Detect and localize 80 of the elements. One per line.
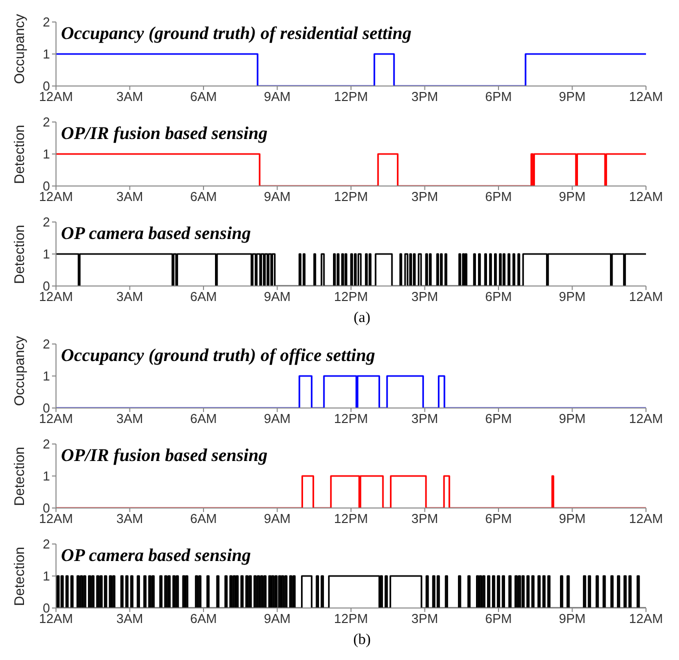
x-tick-label: 9AM bbox=[264, 289, 291, 304]
chart-title: OP/IR fusion based sensing bbox=[61, 123, 268, 144]
y-axis-title: Detection bbox=[10, 224, 27, 284]
x-tick-label: 9PM bbox=[558, 611, 586, 626]
x-tick-label: 9AM bbox=[264, 411, 291, 426]
x-tick-label: 3AM bbox=[116, 289, 144, 304]
x-tick-label: 3AM bbox=[116, 89, 144, 104]
y-tick-label: 1 bbox=[42, 468, 50, 484]
y-tick-label: 2 bbox=[42, 114, 50, 130]
x-tick-label: 12AM bbox=[39, 89, 73, 104]
y-tick-label: 2 bbox=[42, 336, 50, 352]
y-axis-title: Occupancy bbox=[10, 336, 27, 406]
x-tick-label: 9PM bbox=[558, 89, 586, 104]
x-tick-label: 3AM bbox=[116, 611, 144, 626]
y-tick-label: 1 bbox=[42, 368, 50, 384]
x-tick-label: 6PM bbox=[485, 511, 512, 526]
text: (a) bbox=[352, 309, 372, 328]
y-tick-label: 1 bbox=[42, 146, 50, 162]
x-tick-label: 12AM bbox=[629, 89, 663, 104]
x-tick-label: 12AM bbox=[629, 511, 663, 526]
x-tick-label: 3PM bbox=[411, 511, 438, 526]
x-tick-label: 12PM bbox=[334, 611, 368, 626]
x-tick-label: 3AM bbox=[116, 511, 144, 526]
chart-title: OP camera based sensing bbox=[61, 223, 251, 244]
chart-title: Occupancy (ground truth) of residential setting bbox=[61, 23, 412, 44]
x-tick-label: 9PM bbox=[558, 189, 586, 204]
y-tick-label: 2 bbox=[42, 214, 50, 230]
x-tick-label: 12PM bbox=[334, 411, 368, 426]
chart-title: OP/IR fusion based sensing bbox=[61, 445, 268, 466]
x-tick-label: 6PM bbox=[485, 89, 512, 104]
x-tick-label: 9PM bbox=[558, 511, 586, 526]
x-tick-label: 12PM bbox=[334, 189, 368, 204]
chart-title: OP camera based sensing bbox=[61, 545, 251, 566]
x-tick-label: 3PM bbox=[411, 89, 438, 104]
x-tick-label: 6PM bbox=[485, 289, 512, 304]
x-tick-label: 12AM bbox=[39, 511, 73, 526]
x-tick-label: 3PM bbox=[411, 411, 438, 426]
x-tick-label: 12AM bbox=[39, 411, 73, 426]
x-tick-label: 6PM bbox=[485, 189, 512, 204]
x-tick-label: 3PM bbox=[411, 189, 438, 204]
x-tick-label: 12AM bbox=[39, 289, 73, 304]
x-tick-label: 3AM bbox=[116, 411, 144, 426]
y-axis-title: Detection bbox=[10, 124, 27, 184]
chart-title: Occupancy (ground truth) of office setting bbox=[61, 345, 376, 366]
x-tick-label: 6PM bbox=[485, 411, 512, 426]
x-tick-label: 9AM bbox=[264, 89, 291, 104]
x-tick-label: 3AM bbox=[116, 189, 144, 204]
x-tick-label: 6AM bbox=[190, 511, 217, 526]
x-tick-label: 6AM bbox=[190, 611, 217, 626]
x-tick-label: 9PM bbox=[558, 411, 586, 426]
x-tick-label: 12AM bbox=[629, 289, 663, 304]
y-axis-title: Occupancy bbox=[10, 14, 27, 84]
y-tick-label: 2 bbox=[42, 14, 50, 30]
x-tick-label: 9PM bbox=[558, 289, 586, 304]
x-tick-label: 12PM bbox=[334, 511, 368, 526]
text: (b) bbox=[352, 631, 372, 650]
x-tick-label: 3PM bbox=[411, 611, 438, 626]
x-tick-label: 12AM bbox=[39, 189, 73, 204]
x-tick-label: 6AM bbox=[190, 89, 217, 104]
y-axis-title: Detection bbox=[10, 546, 27, 606]
x-tick-label: 12PM bbox=[334, 89, 368, 104]
x-tick-label: 12AM bbox=[39, 611, 73, 626]
y-tick-label: 1 bbox=[42, 568, 50, 584]
x-tick-label: 6AM bbox=[190, 411, 217, 426]
x-tick-label: 12AM bbox=[629, 411, 663, 426]
y-tick-label: 1 bbox=[42, 246, 50, 262]
x-tick-label: 9AM bbox=[264, 511, 291, 526]
x-tick-label: 12PM bbox=[334, 289, 368, 304]
x-tick-label: 6AM bbox=[190, 289, 217, 304]
x-tick-label: 6AM bbox=[190, 189, 217, 204]
x-tick-label: 6PM bbox=[485, 611, 512, 626]
x-tick-label: 9AM bbox=[264, 189, 291, 204]
x-tick-label: 3PM bbox=[411, 289, 438, 304]
y-tick-label: 2 bbox=[42, 536, 50, 552]
x-tick-label: 12AM bbox=[629, 611, 663, 626]
y-tick-label: 1 bbox=[42, 46, 50, 62]
x-tick-label: 12AM bbox=[629, 189, 663, 204]
y-axis-title: Detection bbox=[10, 446, 27, 506]
x-tick-label: 9AM bbox=[264, 611, 291, 626]
y-tick-label: 2 bbox=[42, 436, 50, 452]
